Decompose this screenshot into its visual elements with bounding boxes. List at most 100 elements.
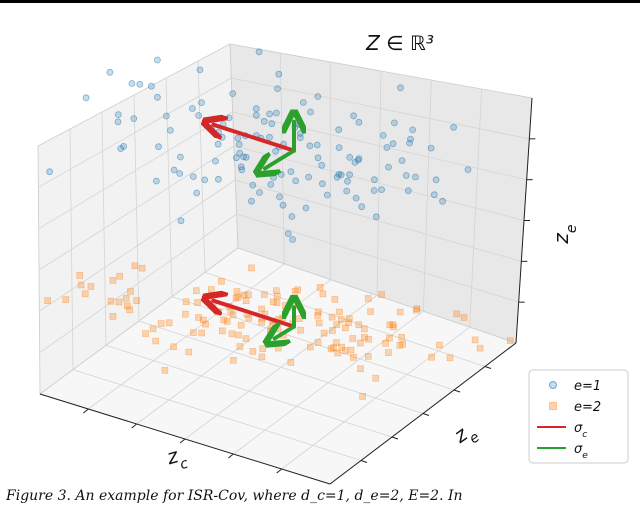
data-point bbox=[235, 140, 243, 148]
legend-marker bbox=[549, 402, 557, 410]
data-point bbox=[266, 133, 273, 141]
data-point bbox=[193, 189, 201, 197]
data-point bbox=[170, 166, 178, 174]
data-point bbox=[287, 359, 295, 366]
data-point bbox=[347, 346, 355, 354]
data-point bbox=[245, 291, 252, 299]
data-point bbox=[268, 120, 276, 128]
data-point bbox=[106, 68, 114, 76]
data-point bbox=[245, 314, 253, 322]
data-point bbox=[258, 305, 265, 313]
data-point bbox=[128, 80, 136, 87]
data-point bbox=[208, 286, 215, 293]
top-rule bbox=[0, 0, 640, 3]
data-point bbox=[194, 299, 201, 306]
y-tick bbox=[484, 366, 492, 369]
data-point bbox=[272, 147, 280, 155]
data-point bbox=[390, 323, 397, 331]
y-axis-label: ze bbox=[448, 417, 482, 454]
data-point bbox=[364, 352, 372, 360]
data-point bbox=[153, 93, 161, 101]
data-point bbox=[115, 298, 123, 306]
data-point bbox=[430, 191, 438, 199]
data-point bbox=[136, 80, 144, 88]
data-point bbox=[358, 203, 366, 211]
data-point bbox=[349, 335, 357, 342]
data-point bbox=[126, 306, 133, 314]
grid-line bbox=[236, 213, 519, 303]
data-point bbox=[274, 85, 281, 92]
data-point bbox=[201, 176, 209, 184]
data-point bbox=[225, 114, 233, 122]
z-axis-label: ze bbox=[549, 224, 580, 244]
data-point bbox=[291, 287, 299, 295]
data-point bbox=[506, 337, 514, 345]
data-point bbox=[333, 173, 341, 181]
data-point bbox=[276, 193, 283, 201]
data-point bbox=[328, 313, 336, 321]
data-point bbox=[427, 144, 435, 152]
data-point bbox=[360, 325, 368, 333]
arrow-sigma-e bbox=[265, 148, 296, 169]
data-point bbox=[46, 168, 53, 176]
figure-caption: Figure 3. An example for ISR-Cov, where … bbox=[6, 488, 463, 504]
data-point bbox=[275, 70, 283, 78]
data-point bbox=[124, 302, 131, 310]
data-point bbox=[398, 333, 406, 341]
data-point bbox=[390, 119, 398, 127]
data-point bbox=[142, 330, 149, 337]
data-point bbox=[367, 308, 374, 315]
data-point bbox=[299, 99, 307, 106]
data-point bbox=[152, 177, 160, 185]
data-point bbox=[219, 327, 226, 335]
data-point bbox=[76, 272, 84, 279]
data-point bbox=[385, 349, 392, 356]
data-point bbox=[162, 112, 170, 120]
x-tick bbox=[83, 408, 89, 414]
data-point bbox=[327, 345, 335, 353]
data-point bbox=[277, 171, 285, 178]
data-point bbox=[230, 356, 237, 364]
data-point bbox=[319, 290, 327, 298]
data-point bbox=[337, 171, 345, 179]
data-point bbox=[259, 345, 267, 353]
legend-item: σe bbox=[537, 442, 588, 461]
data-point bbox=[218, 277, 225, 285]
data-point bbox=[379, 131, 387, 139]
data-point bbox=[122, 295, 130, 302]
data-point bbox=[385, 163, 392, 171]
data-point bbox=[116, 272, 123, 280]
legend-label: e=1 bbox=[574, 379, 601, 394]
legend-label: e=2 bbox=[574, 400, 601, 415]
legend-label: σe bbox=[574, 442, 588, 461]
data-point bbox=[109, 277, 117, 284]
data-point bbox=[152, 337, 159, 345]
data-point bbox=[223, 318, 231, 325]
data-point bbox=[237, 321, 245, 329]
data-point bbox=[220, 316, 227, 324]
data-point bbox=[214, 175, 222, 183]
data-point bbox=[382, 339, 389, 347]
data-point bbox=[107, 297, 115, 305]
data-point bbox=[352, 194, 360, 202]
data-point bbox=[198, 329, 205, 337]
data-point bbox=[272, 287, 280, 295]
data-point bbox=[279, 201, 287, 209]
x-tick bbox=[131, 423, 137, 429]
data-point bbox=[386, 321, 394, 329]
legend: e=1 e=2 σc σe bbox=[528, 369, 629, 464]
data-point bbox=[389, 321, 397, 328]
data-point bbox=[267, 326, 275, 334]
data-point bbox=[292, 177, 300, 185]
data-point bbox=[266, 110, 274, 118]
data-point bbox=[214, 308, 221, 316]
data-point bbox=[170, 343, 177, 351]
data-point bbox=[130, 115, 138, 122]
data-point bbox=[359, 393, 367, 400]
data-point bbox=[196, 66, 204, 74]
data-point bbox=[270, 174, 278, 181]
data-point bbox=[176, 170, 184, 177]
data-point bbox=[338, 343, 346, 351]
data-point bbox=[318, 180, 326, 188]
data-point bbox=[81, 290, 89, 298]
